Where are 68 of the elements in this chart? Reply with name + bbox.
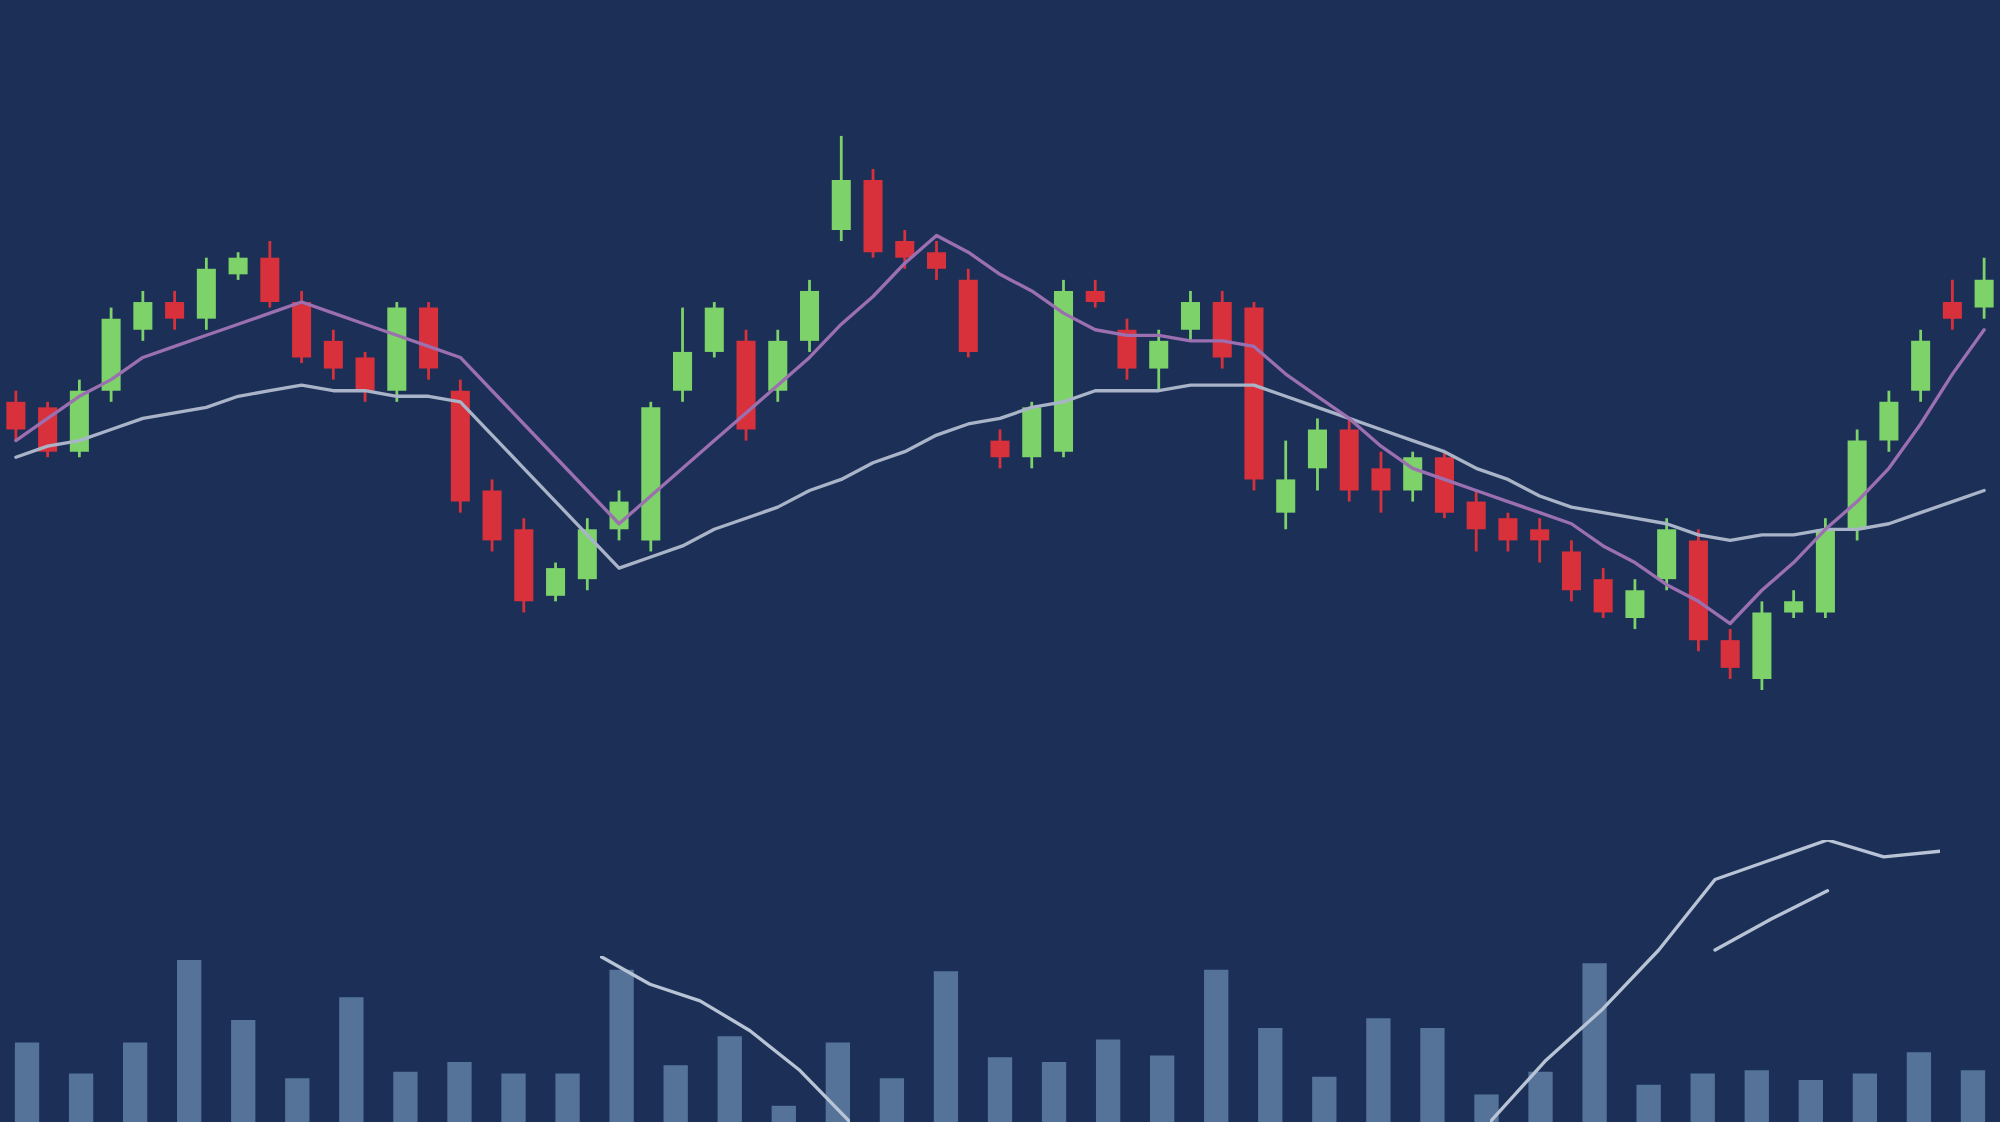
bar	[555, 1073, 580, 1122]
bar	[663, 1065, 688, 1122]
bar	[14, 1042, 40, 1122]
bar	[177, 960, 202, 1122]
bar	[231, 1019, 256, 1122]
bar	[501, 1073, 526, 1122]
bar	[1312, 1076, 1337, 1122]
candlestick	[1307, 417, 1327, 492]
bar	[1041, 1062, 1067, 1122]
candlestick	[1149, 328, 1169, 393]
bar	[1095, 1039, 1121, 1122]
candlestick	[355, 350, 375, 404]
bar	[1366, 1018, 1391, 1122]
bar	[609, 969, 634, 1122]
candlestick	[1593, 566, 1613, 620]
bar	[771, 1105, 796, 1122]
bar	[1150, 1055, 1175, 1122]
candlestick	[546, 561, 566, 603]
candlestick	[1625, 577, 1645, 631]
bar	[1204, 969, 1229, 1122]
bar	[1798, 1079, 1823, 1122]
candlestick	[133, 289, 153, 343]
candlestick	[895, 228, 915, 271]
bar	[825, 1042, 850, 1122]
bar	[339, 997, 364, 1122]
candlestick	[1276, 439, 1296, 531]
bar	[1474, 1094, 1499, 1122]
candlestick	[1942, 278, 1962, 332]
candlestick	[323, 328, 343, 382]
candlestick	[260, 239, 280, 309]
candlestick	[1466, 489, 1486, 553]
bar	[1744, 1070, 1769, 1122]
candlestick	[1180, 289, 1200, 343]
candlestick	[1498, 511, 1518, 553]
bar	[1960, 1070, 1986, 1122]
candlestick	[1371, 450, 1391, 515]
bar	[1582, 963, 1607, 1122]
bar	[1906, 1052, 1932, 1122]
candlestick	[1085, 278, 1105, 309]
candlestick	[1879, 389, 1899, 454]
bar	[933, 971, 959, 1122]
candlestick	[1720, 627, 1740, 681]
bar	[122, 1042, 148, 1122]
bar	[1636, 1084, 1661, 1122]
candlestick	[1784, 588, 1804, 620]
bar	[1852, 1073, 1878, 1122]
candlestick	[1530, 516, 1550, 564]
candlestick	[926, 239, 947, 282]
candlestick	[704, 300, 724, 359]
bar	[1258, 1028, 1283, 1122]
candlestick	[1974, 256, 1994, 321]
candlestick	[1117, 317, 1137, 382]
candlestick	[673, 306, 693, 404]
bar	[879, 1078, 905, 1122]
bar	[1690, 1073, 1715, 1122]
bar	[285, 1078, 310, 1122]
bar	[68, 1073, 94, 1122]
bar	[393, 1071, 418, 1122]
candlestick	[6, 389, 26, 442]
candlestick	[165, 289, 185, 332]
bar	[987, 1057, 1013, 1122]
candlestick	[228, 250, 248, 282]
bar	[717, 1036, 742, 1122]
candlestick	[1561, 538, 1581, 603]
bar	[447, 1062, 472, 1122]
candlestick	[990, 428, 1010, 470]
bar	[1420, 1028, 1445, 1122]
bar	[1528, 1071, 1553, 1122]
